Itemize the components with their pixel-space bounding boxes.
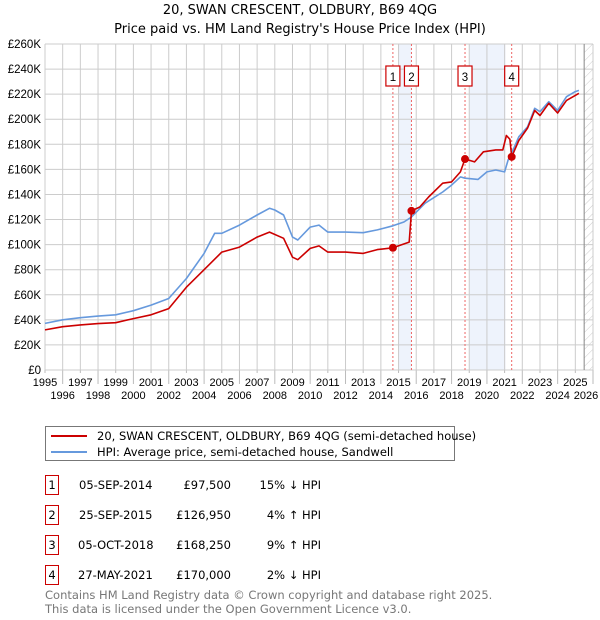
x-tick-label: 2004 <box>192 390 216 402</box>
sale-marker-label: 4 <box>508 72 515 84</box>
x-tick-label: 2023 <box>528 377 552 389</box>
y-tick-label: £40K <box>14 315 41 327</box>
x-tick-label: 2005 <box>210 377 234 389</box>
sale-marker-box <box>385 65 401 87</box>
footer-copyright: Contains HM Land Registry data © Crown c… <box>45 588 493 602</box>
legend: 20, SWAN CRESCENT, OLDBURY, B69 4QG (sem… <box>45 426 476 461</box>
y-tick-label: £80K <box>14 265 41 277</box>
x-tick-label: 2011 <box>316 377 340 389</box>
sale-hpi: 4% ↑ HPI <box>266 508 321 522</box>
footer: Contains HM Land Registry data © Crown c… <box>45 588 492 616</box>
sale-date: 05-OCT-2018 <box>78 538 154 552</box>
sale-period-shade <box>398 44 412 370</box>
sale-hpi: 15% ↓ HPI <box>259 478 321 492</box>
x-tick-label: 1995 <box>33 377 57 389</box>
sale-marker-label: 2 <box>408 72 414 84</box>
footer-licence: This data is licensed under the Open Gov… <box>45 602 412 616</box>
chart-subtitle: Price paid vs. HM Land Registry's House … <box>114 22 486 37</box>
y-tick-label: £260K <box>8 39 42 51</box>
x-tick-label: 2007 <box>245 377 269 389</box>
sale-marker-box <box>504 65 520 87</box>
x-tick-label: 2002 <box>156 390 180 402</box>
legend-label: HPI: Average price, semi-detached house,… <box>97 445 394 459</box>
x-tick-label: 2001 <box>139 377 163 389</box>
sale-marker-box <box>403 65 420 87</box>
sale-number: 4 <box>45 565 59 585</box>
sale-date: 05-SEP-2014 <box>79 478 153 492</box>
property-price-line <box>44 92 580 331</box>
x-tick-label: 2014 <box>369 390 393 402</box>
x-tick-label: 2008 <box>263 390 287 402</box>
x-tick-label: 2021 <box>492 377 516 389</box>
y-tick-label: £140K <box>8 189 42 201</box>
sale-number: 1 <box>45 475 59 495</box>
x-tick-label: 1997 <box>68 377 92 389</box>
x-tick-label: 1998 <box>86 390 110 402</box>
x-tick-label: 2024 <box>545 390 569 402</box>
x-tick-label: 2018 <box>439 390 463 402</box>
sale-marker-box <box>457 65 473 87</box>
x-tick-label: 1999 <box>103 377 127 389</box>
sale-point <box>461 155 470 164</box>
y-tick-label: £20K <box>14 340 41 352</box>
sale-marker-label: 3 <box>462 72 468 84</box>
x-tick-label: 2010 <box>298 390 322 402</box>
sale-point <box>388 243 397 252</box>
x-tick-label: 2012 <box>333 390 357 402</box>
price-chart: 1995199619971998199920002001200220032004… <box>8 39 599 402</box>
x-tick-label: 2013 <box>351 377 375 389</box>
sale-marker-label: 1 <box>390 72 396 84</box>
x-tick-label: 2019 <box>457 377 481 389</box>
sale-price: £97,500 <box>183 478 231 492</box>
legend-swatch-blue <box>51 451 87 453</box>
sale-date: 25-SEP-2015 <box>79 508 153 522</box>
y-tick-label: £220K <box>8 89 42 101</box>
sale-price: £126,950 <box>176 508 231 522</box>
sale-number: 3 <box>45 535 59 555</box>
x-tick-label: 2009 <box>280 377 304 389</box>
y-tick-label: £60K <box>14 290 41 302</box>
y-tick-label: £160K <box>8 164 42 176</box>
y-tick-label: £200K <box>8 114 42 126</box>
sale-point <box>407 206 416 215</box>
x-tick-label: 2026 <box>574 390 598 402</box>
sale-date: 27-MAY-2021 <box>78 568 153 582</box>
hpi-line <box>44 89 580 325</box>
sale-number: 2 <box>45 505 59 525</box>
y-tick-label: £100K <box>8 240 42 252</box>
x-tick-label: 2003 <box>174 377 198 389</box>
legend-item-property: 20, SWAN CRESCENT, OLDBURY, B69 4QG (sem… <box>46 428 476 444</box>
legend-swatch-red <box>51 435 87 437</box>
x-tick-label: 2022 <box>510 390 534 402</box>
sale-price: £170,000 <box>176 568 231 582</box>
x-tick-label: 2017 <box>422 377 446 389</box>
x-tick-label: 2016 <box>404 390 428 402</box>
sale-price: £168,250 <box>176 538 231 552</box>
sale-hpi: 2% ↓ HPI <box>266 568 321 582</box>
y-tick-label: £180K <box>8 139 42 151</box>
x-tick-label: 2015 <box>386 377 410 389</box>
x-tick-label: 2025 <box>563 377 587 389</box>
y-tick-label: £0 <box>28 365 41 377</box>
x-tick-label: 2020 <box>475 390 499 402</box>
sale-point <box>507 152 516 161</box>
x-tick-label: 1996 <box>50 390 74 402</box>
chart-title: 20, SWAN CRESCENT, OLDBURY, B69 4QG <box>162 3 438 18</box>
y-tick-label: £240K <box>8 64 42 76</box>
forecast-hatch <box>584 44 593 370</box>
y-tick-label: £120K <box>8 215 42 227</box>
x-tick-label: 2006 <box>227 390 251 402</box>
legend-item-hpi: HPI: Average price, semi-detached house,… <box>46 444 393 460</box>
legend-label: 20, SWAN CRESCENT, OLDBURY, B69 4QG (sem… <box>97 429 477 443</box>
x-tick-label: 2000 <box>121 390 145 402</box>
sale-hpi: 9% ↑ HPI <box>266 538 321 552</box>
